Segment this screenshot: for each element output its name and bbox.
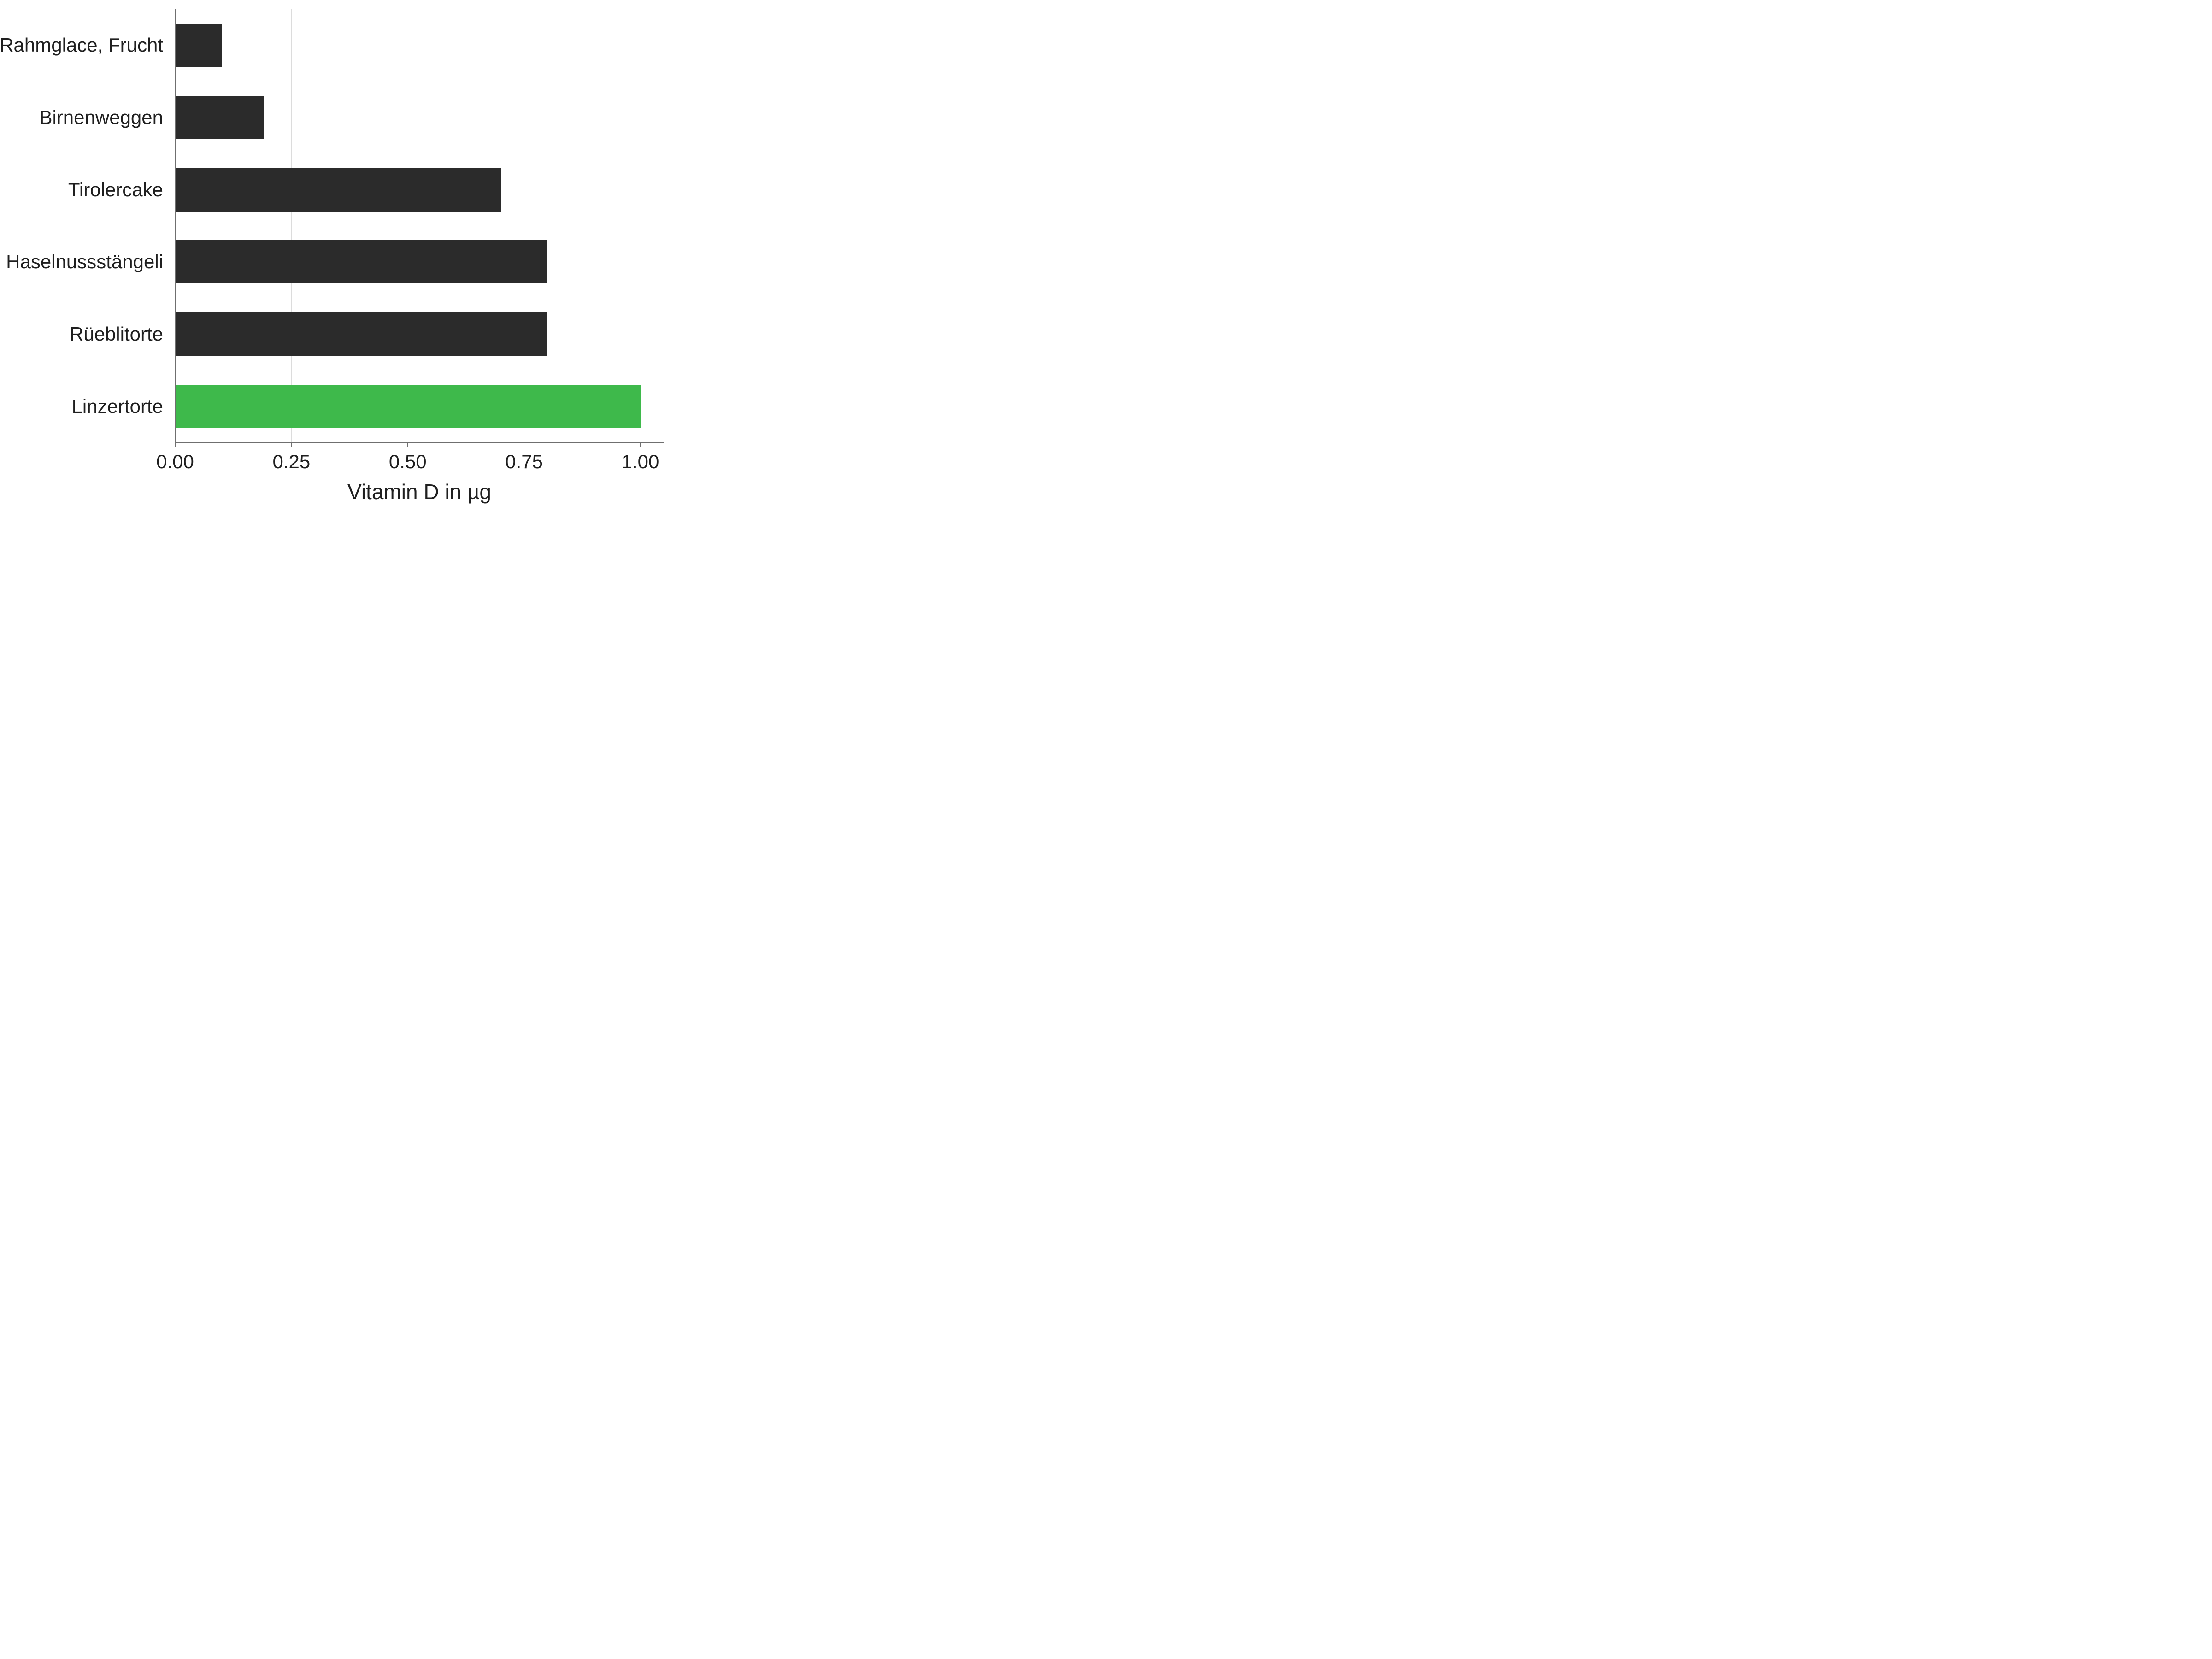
y-tick-label: Tirolercake: [68, 179, 175, 201]
y-axis-line: [175, 9, 176, 442]
bar: [175, 96, 264, 139]
vitamin-d-bar-chart: 0.000.250.500.751.00Rahmglace, FruchtBir…: [0, 0, 700, 525]
y-tick-label: Rahmglace, Frucht: [0, 34, 175, 56]
bar: [175, 385, 641, 428]
y-tick-label: Birnenweggen: [39, 106, 175, 129]
y-tick-label: Rüeblitorte: [70, 323, 175, 345]
y-tick-label: Haselnussstängeli: [6, 251, 175, 273]
bar: [175, 312, 547, 356]
bar: [175, 168, 501, 212]
gridline: [291, 9, 292, 442]
bar: [175, 24, 222, 67]
bar: [175, 240, 547, 283]
x-axis-title: Vitamin D in µg: [175, 442, 664, 504]
plot-area: 0.000.250.500.751.00Rahmglace, FruchtBir…: [175, 9, 664, 442]
y-tick-label: Linzertorte: [72, 395, 175, 418]
